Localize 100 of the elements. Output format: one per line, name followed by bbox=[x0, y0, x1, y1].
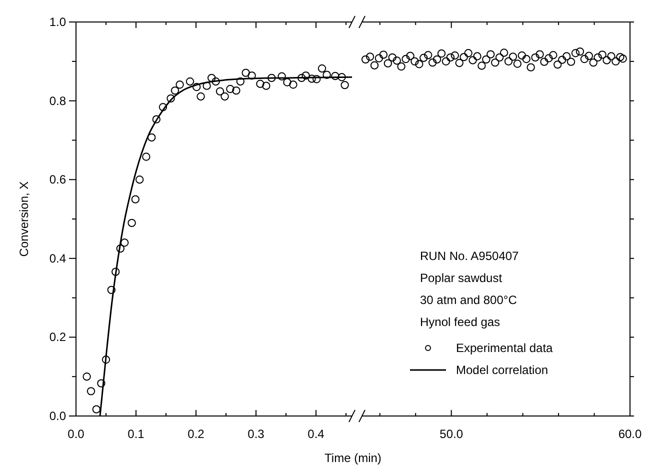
point bbox=[289, 80, 298, 89]
point bbox=[460, 52, 468, 62]
point bbox=[120, 238, 129, 247]
point bbox=[580, 54, 589, 64]
point bbox=[226, 84, 234, 94]
point bbox=[410, 57, 419, 66]
point bbox=[192, 82, 201, 92]
point bbox=[312, 75, 321, 84]
point bbox=[612, 57, 620, 66]
point bbox=[308, 74, 316, 83]
point bbox=[478, 62, 486, 70]
point bbox=[513, 60, 522, 68]
point bbox=[340, 80, 349, 90]
point bbox=[554, 60, 562, 69]
annotation: Poplar sawdust bbox=[420, 271, 503, 285]
point bbox=[136, 176, 144, 184]
point bbox=[558, 56, 566, 64]
x-tick-label: 0.1 bbox=[128, 427, 145, 441]
point bbox=[176, 80, 184, 89]
point bbox=[495, 53, 504, 62]
point bbox=[107, 286, 116, 294]
point bbox=[486, 50, 495, 58]
point bbox=[82, 372, 91, 381]
point bbox=[446, 53, 455, 62]
point bbox=[220, 92, 229, 101]
point bbox=[283, 78, 292, 86]
point bbox=[504, 57, 513, 66]
point bbox=[166, 94, 175, 103]
y-tick-label: 0.4 bbox=[49, 251, 66, 266]
point bbox=[278, 72, 286, 80]
point bbox=[420, 54, 428, 62]
point bbox=[618, 54, 627, 63]
point bbox=[102, 356, 110, 364]
point bbox=[212, 77, 220, 86]
point bbox=[392, 56, 401, 65]
point bbox=[370, 61, 379, 70]
point bbox=[602, 56, 611, 64]
point bbox=[148, 133, 156, 142]
point bbox=[406, 52, 414, 60]
point bbox=[331, 72, 340, 80]
point bbox=[432, 55, 442, 64]
y-tick-label: 0.6 bbox=[49, 172, 66, 187]
y-axis-title: Conversion, X bbox=[17, 181, 31, 257]
point bbox=[196, 92, 205, 101]
point bbox=[526, 63, 535, 72]
point bbox=[216, 87, 224, 96]
point bbox=[366, 52, 374, 61]
point bbox=[584, 52, 594, 60]
point bbox=[607, 52, 616, 60]
x-tick-label: 0.4 bbox=[308, 427, 325, 441]
point bbox=[468, 56, 477, 64]
point bbox=[262, 82, 270, 90]
point bbox=[598, 50, 606, 59]
point bbox=[202, 82, 211, 90]
point bbox=[242, 68, 250, 77]
x-tick-label: 0.0 bbox=[68, 427, 85, 441]
point bbox=[318, 64, 326, 73]
point bbox=[500, 48, 508, 57]
point bbox=[415, 60, 424, 68]
point bbox=[268, 74, 276, 82]
point bbox=[158, 103, 168, 112]
point bbox=[86, 387, 96, 396]
point bbox=[128, 218, 136, 228]
y-tick-label: 0.8 bbox=[49, 94, 66, 108]
point bbox=[544, 54, 553, 62]
point bbox=[322, 70, 331, 79]
point bbox=[464, 49, 472, 58]
point bbox=[536, 50, 544, 58]
x-tick-label: 0.2 bbox=[188, 427, 205, 441]
annotation: RUN No. A950407 bbox=[420, 249, 520, 263]
point bbox=[442, 57, 450, 66]
point bbox=[142, 152, 150, 161]
point bbox=[549, 50, 558, 60]
point bbox=[594, 53, 602, 62]
point bbox=[571, 49, 580, 58]
point bbox=[361, 55, 370, 64]
point bbox=[531, 53, 540, 62]
point bbox=[236, 77, 244, 86]
point bbox=[522, 54, 530, 64]
point bbox=[424, 50, 432, 60]
point bbox=[491, 58, 500, 67]
point bbox=[402, 54, 410, 64]
point bbox=[437, 49, 446, 58]
point bbox=[92, 405, 100, 414]
point bbox=[482, 55, 490, 64]
point bbox=[116, 244, 124, 253]
legend-label: Experimental data bbox=[456, 341, 554, 355]
point bbox=[616, 52, 624, 62]
point bbox=[186, 77, 194, 86]
point bbox=[508, 52, 518, 61]
point bbox=[540, 58, 548, 66]
legend-label: Model correlation bbox=[456, 363, 548, 377]
point bbox=[256, 80, 264, 88]
point bbox=[388, 53, 396, 62]
point bbox=[455, 58, 464, 68]
point bbox=[589, 58, 598, 67]
point bbox=[97, 379, 106, 388]
x-tick-label: 60.0 bbox=[618, 427, 642, 441]
point bbox=[379, 50, 388, 59]
point bbox=[384, 59, 392, 68]
